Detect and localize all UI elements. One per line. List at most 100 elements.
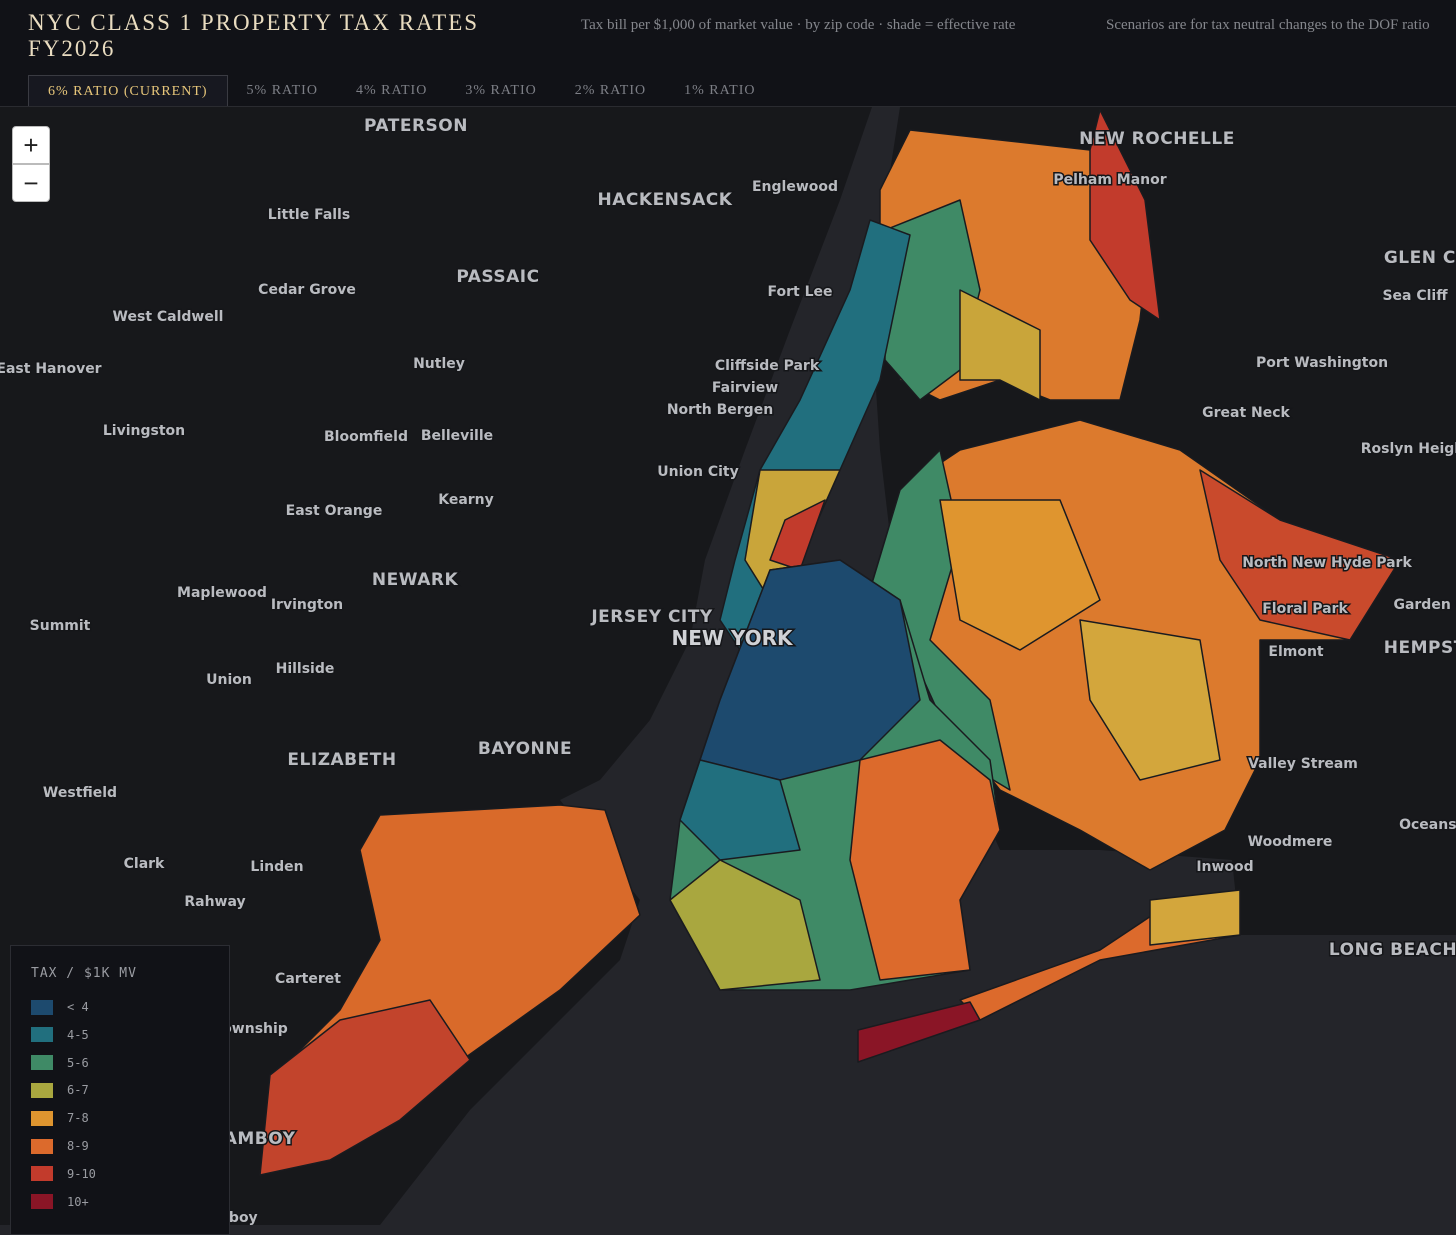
place-label: Summit — [30, 618, 91, 634]
place-label: BAYONNE — [478, 739, 572, 759]
place-label: Irvington — [271, 597, 343, 613]
rockaway-west — [857, 1001, 981, 1063]
legend-item: 4-5 — [31, 1026, 89, 1044]
legend-label: 5-6 — [67, 1055, 89, 1070]
legend-swatch — [31, 1027, 53, 1043]
place-label: Great Neck — [1202, 405, 1290, 421]
legend-label: 8-9 — [67, 1139, 89, 1153]
place-label: Bloomfield — [324, 429, 408, 445]
place-label: PASSAIC — [456, 267, 539, 287]
queens-east — [1199, 469, 1401, 641]
legend-item: 8-9 — [31, 1137, 89, 1155]
legend-label: 9-10 — [67, 1166, 96, 1181]
tab[interactable]: 2% RATIO — [574, 83, 647, 98]
legend-swatch — [31, 1082, 53, 1098]
tab[interactable]: 1% RATIO — [684, 83, 756, 98]
place-label: Nutley — [413, 356, 465, 372]
place-label: Woodmere — [1248, 834, 1333, 850]
zoom-out-button[interactable]: − — [12, 164, 50, 202]
place-label: PATERSON — [364, 116, 468, 136]
place-label: East Orange — [286, 503, 383, 519]
place-label: Maplewood — [177, 585, 267, 601]
place-label: Clark — [124, 856, 165, 872]
legend-label: 10+ — [67, 1194, 89, 1209]
place-label: Fort Lee — [768, 284, 833, 300]
zip-areas — [259, 109, 1401, 1176]
place-label: North Bergen — [667, 402, 773, 418]
queens-mid — [939, 499, 1101, 651]
tab[interactable]: 6% RATIO (CURRENT) — [28, 75, 228, 106]
legend-item: < 4 — [31, 998, 89, 1016]
brooklyn-south — [669, 859, 821, 991]
brooklyn-east — [849, 739, 1001, 981]
place-label: Garden City — [1393, 597, 1456, 613]
place-label: Little Falls — [268, 207, 350, 223]
place-label: JERSEY CITY — [590, 607, 713, 627]
legend-item: 5-6 — [31, 1054, 89, 1072]
legend-label: 4-5 — [67, 1027, 89, 1042]
subtitle: Tax bill per $1,000 of market value · by… — [581, 17, 1016, 33]
place-label: NEWARK — [372, 570, 459, 590]
staten-island-south — [259, 999, 471, 1176]
bronx-mid — [959, 289, 1041, 401]
place-label: Pelham Manor — [1053, 172, 1166, 188]
place-label: Union City — [657, 464, 738, 480]
rockaway-east — [1149, 889, 1241, 946]
place-label: Rahway — [184, 894, 245, 910]
header: NYC CLASS 1 PROPERTY TAX RATES FY2026 Ta… — [0, 0, 1456, 107]
legend-item: 7-8 — [31, 1109, 89, 1127]
legend-swatch — [31, 999, 53, 1015]
place-label: Livingston — [103, 423, 185, 439]
place-label: Englewood — [752, 179, 838, 195]
place-label: Cliffside Park — [715, 358, 820, 374]
place-label: HEMPSTEAD — [1384, 638, 1456, 658]
legend-label: 7-8 — [67, 1111, 89, 1126]
pelham — [1089, 109, 1161, 321]
place-label: Oceanside — [1399, 817, 1456, 833]
place-label: Port Washington — [1256, 355, 1388, 371]
place-label: LONG BEACH — [1329, 940, 1456, 960]
place-label: Westfield — [43, 785, 117, 801]
place-label: Carteret — [275, 971, 341, 987]
legend-title: TAX / $1K MV — [31, 966, 137, 981]
place-label: Floral Park — [1262, 601, 1348, 617]
place-label: Sea Cliff — [1382, 288, 1448, 304]
place-label: HACKENSACK — [598, 190, 733, 210]
legend-label: < 4 — [67, 1000, 89, 1014]
legend-item: 9-10 — [31, 1165, 96, 1183]
legend-item: 10+ — [31, 1193, 89, 1211]
place-label: Elmont — [1268, 644, 1324, 660]
legend: TAX / $1K MV < 4 4-5 5-6 6-7 7-8 8-9 9-10 10+ — [10, 945, 230, 1235]
place-label: Cedar Grove — [258, 282, 356, 298]
legend-swatch — [31, 1110, 53, 1126]
place-label: Kearny — [438, 492, 494, 508]
tab[interactable]: 3% RATIO — [465, 83, 537, 98]
legend-item: 6-7 — [31, 1081, 89, 1099]
place-label: Inwood — [1196, 859, 1253, 875]
legend-swatch — [31, 1055, 53, 1071]
place-label: Linden — [250, 859, 303, 875]
place-label: West Caldwell — [113, 309, 224, 325]
place-label: Roslyn Heights — [1361, 441, 1456, 457]
legend-swatch — [31, 1138, 53, 1154]
place-label: North New Hyde Park — [1242, 555, 1412, 571]
tab-bar: 6% RATIO (CURRENT) 5% RATIO 4% RATIO 3% RAT… — [28, 75, 775, 106]
place-label: Hillside — [276, 661, 335, 677]
place-labels: PATERSON NEW ROCHELLE Pelham Manor HACKENSA… — [0, 115, 1456, 1226]
legend-swatch — [31, 1194, 53, 1210]
tab[interactable]: 5% RATIO — [246, 83, 318, 98]
queens-central — [1079, 619, 1221, 781]
place-label: Belleville — [421, 428, 493, 444]
place-label: Valley Stream — [1248, 756, 1358, 772]
legend-swatch — [31, 1166, 53, 1182]
place-label: NEW YORK — [671, 626, 794, 650]
title: NYC CLASS 1 PROPERTY TAX RATES FY2026 — [28, 10, 480, 61]
tab[interactable]: 4% RATIO — [355, 83, 428, 98]
place-label: GLEN COVE — [1384, 248, 1456, 268]
place-label: NEW ROCHELLE — [1079, 129, 1235, 149]
map: PATERSON NEW ROCHELLE Pelham Manor HACKENSA… — [0, 107, 1456, 1225]
note: Scenarios are for tax neutral changes to… — [1106, 17, 1430, 33]
brooklyn-mid — [679, 759, 801, 861]
zoom-in-button[interactable]: + — [12, 126, 50, 164]
